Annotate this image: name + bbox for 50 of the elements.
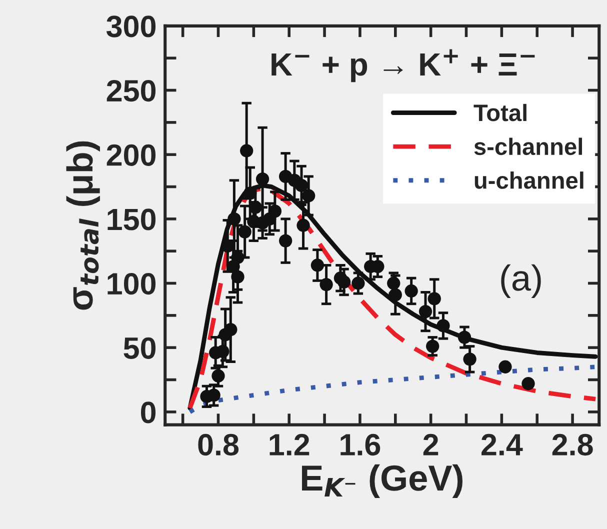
point xyxy=(207,388,220,402)
y-tick-label: 250 xyxy=(106,80,156,102)
point xyxy=(256,172,270,186)
y-tick-label: 0 xyxy=(140,402,156,424)
y-tick-label: 200 xyxy=(106,144,156,166)
point xyxy=(240,144,254,158)
point xyxy=(436,319,450,332)
point xyxy=(337,275,351,289)
point xyxy=(498,360,512,374)
x-tick-label: 2.8 xyxy=(552,434,593,456)
point xyxy=(458,330,472,344)
point xyxy=(387,276,400,290)
point xyxy=(352,276,365,290)
point xyxy=(388,288,402,302)
point xyxy=(310,258,324,272)
annotation: K$^{−}$ + p → K$^{+}$ + Ξ$^{−}$ xyxy=(272,49,535,82)
x-tick-label: 2 xyxy=(423,434,438,456)
legend-label: s-channel xyxy=(474,138,582,156)
x-axis-title: E$_{K⁻}$ (GeV) xyxy=(302,464,462,498)
point xyxy=(294,178,308,192)
point xyxy=(238,225,252,238)
x-tick-label: 1.2 xyxy=(270,434,310,456)
point xyxy=(522,377,535,390)
y-tick-label: 50 xyxy=(124,337,156,359)
y-tick-label: 150 xyxy=(108,208,156,230)
point xyxy=(212,369,225,382)
point xyxy=(320,278,333,292)
annotation: (a) xyxy=(501,264,541,298)
x-tick-label: 0.8 xyxy=(198,434,239,456)
legend-label: u-channel xyxy=(474,172,584,189)
x-tick-label: 2.4 xyxy=(482,434,523,456)
point xyxy=(302,189,316,202)
legend-label: Total xyxy=(474,104,526,122)
point xyxy=(428,292,441,306)
point xyxy=(426,340,440,353)
x-tick-label: 1.6 xyxy=(340,434,380,456)
point xyxy=(278,234,292,248)
point xyxy=(268,204,282,218)
point xyxy=(296,218,310,232)
point xyxy=(231,270,244,284)
point xyxy=(418,304,432,318)
point xyxy=(221,239,234,253)
y-axis-title: σ$_{total}$ (μb) xyxy=(66,141,100,310)
point xyxy=(224,322,238,336)
point xyxy=(404,284,418,298)
y-tick-label: 100 xyxy=(108,272,156,295)
point xyxy=(463,352,476,366)
point xyxy=(228,212,241,226)
point xyxy=(216,344,230,358)
y-tick-label: 300 xyxy=(106,16,156,38)
